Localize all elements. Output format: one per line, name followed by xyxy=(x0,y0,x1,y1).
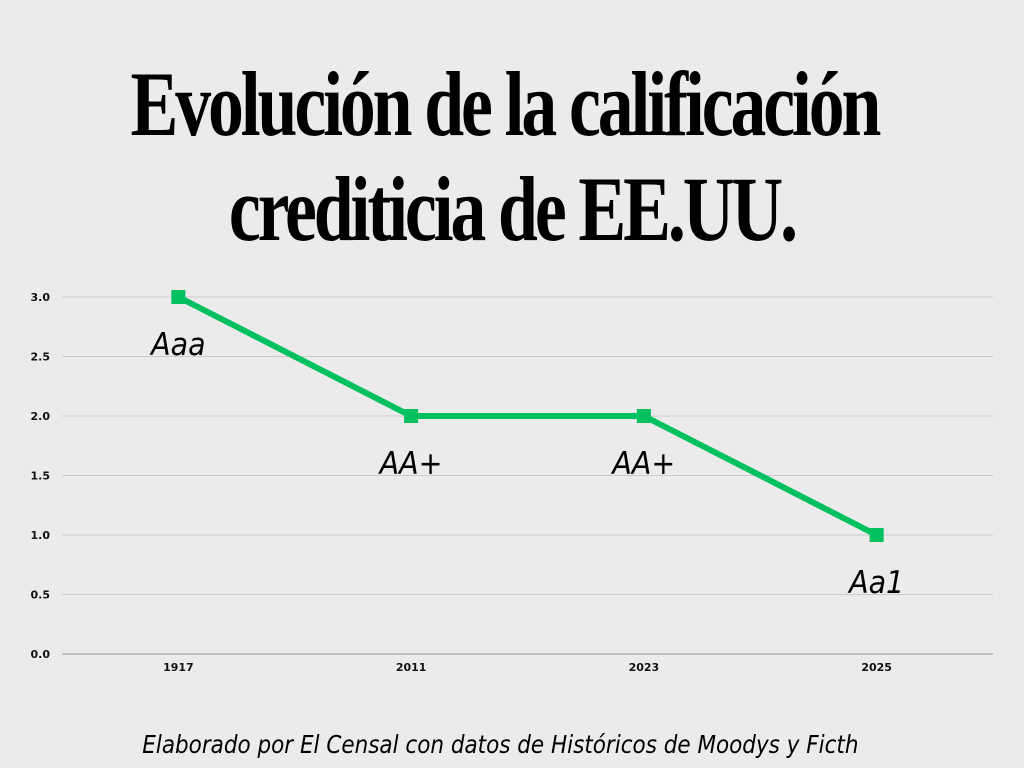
data-point xyxy=(869,528,884,542)
data-point xyxy=(171,290,186,304)
x-tick-label: 2025 xyxy=(861,661,892,674)
y-tick-label: 1.5 xyxy=(31,470,51,483)
y-tick-label: 3.0 xyxy=(31,291,51,304)
title-text: crediticia de EE.UU. xyxy=(228,158,798,260)
data-point xyxy=(404,409,419,423)
x-tick-label: 1917 xyxy=(163,661,194,674)
chart-title-line-1: Evolución de la calificación xyxy=(0,58,1016,150)
data-label: Aa1 xyxy=(847,565,904,601)
data-label: Aaa xyxy=(149,327,205,363)
y-tick-label: 2.5 xyxy=(31,351,51,364)
x-tick-label: 2023 xyxy=(629,661,660,674)
x-tick-label: 2011 xyxy=(396,661,427,674)
data-point xyxy=(636,409,651,423)
chart-title-line-2: crediticia de EE.UU. xyxy=(0,163,1024,255)
y-tick-label: 2.0 xyxy=(31,410,51,423)
data-label: AA+ xyxy=(611,446,676,482)
source-note: Elaborado por El Censal con datos de His… xyxy=(0,730,1000,759)
source-text: Elaborado por El Censal con datos de His… xyxy=(141,730,859,759)
y-tick-label: 0.5 xyxy=(31,589,51,602)
series-line xyxy=(177,294,878,538)
data-label: AA+ xyxy=(378,446,443,482)
title-text: Evolución de la calificación xyxy=(130,53,881,155)
y-tick-label: 0.0 xyxy=(31,648,51,661)
y-tick-label: 1.0 xyxy=(31,529,51,542)
